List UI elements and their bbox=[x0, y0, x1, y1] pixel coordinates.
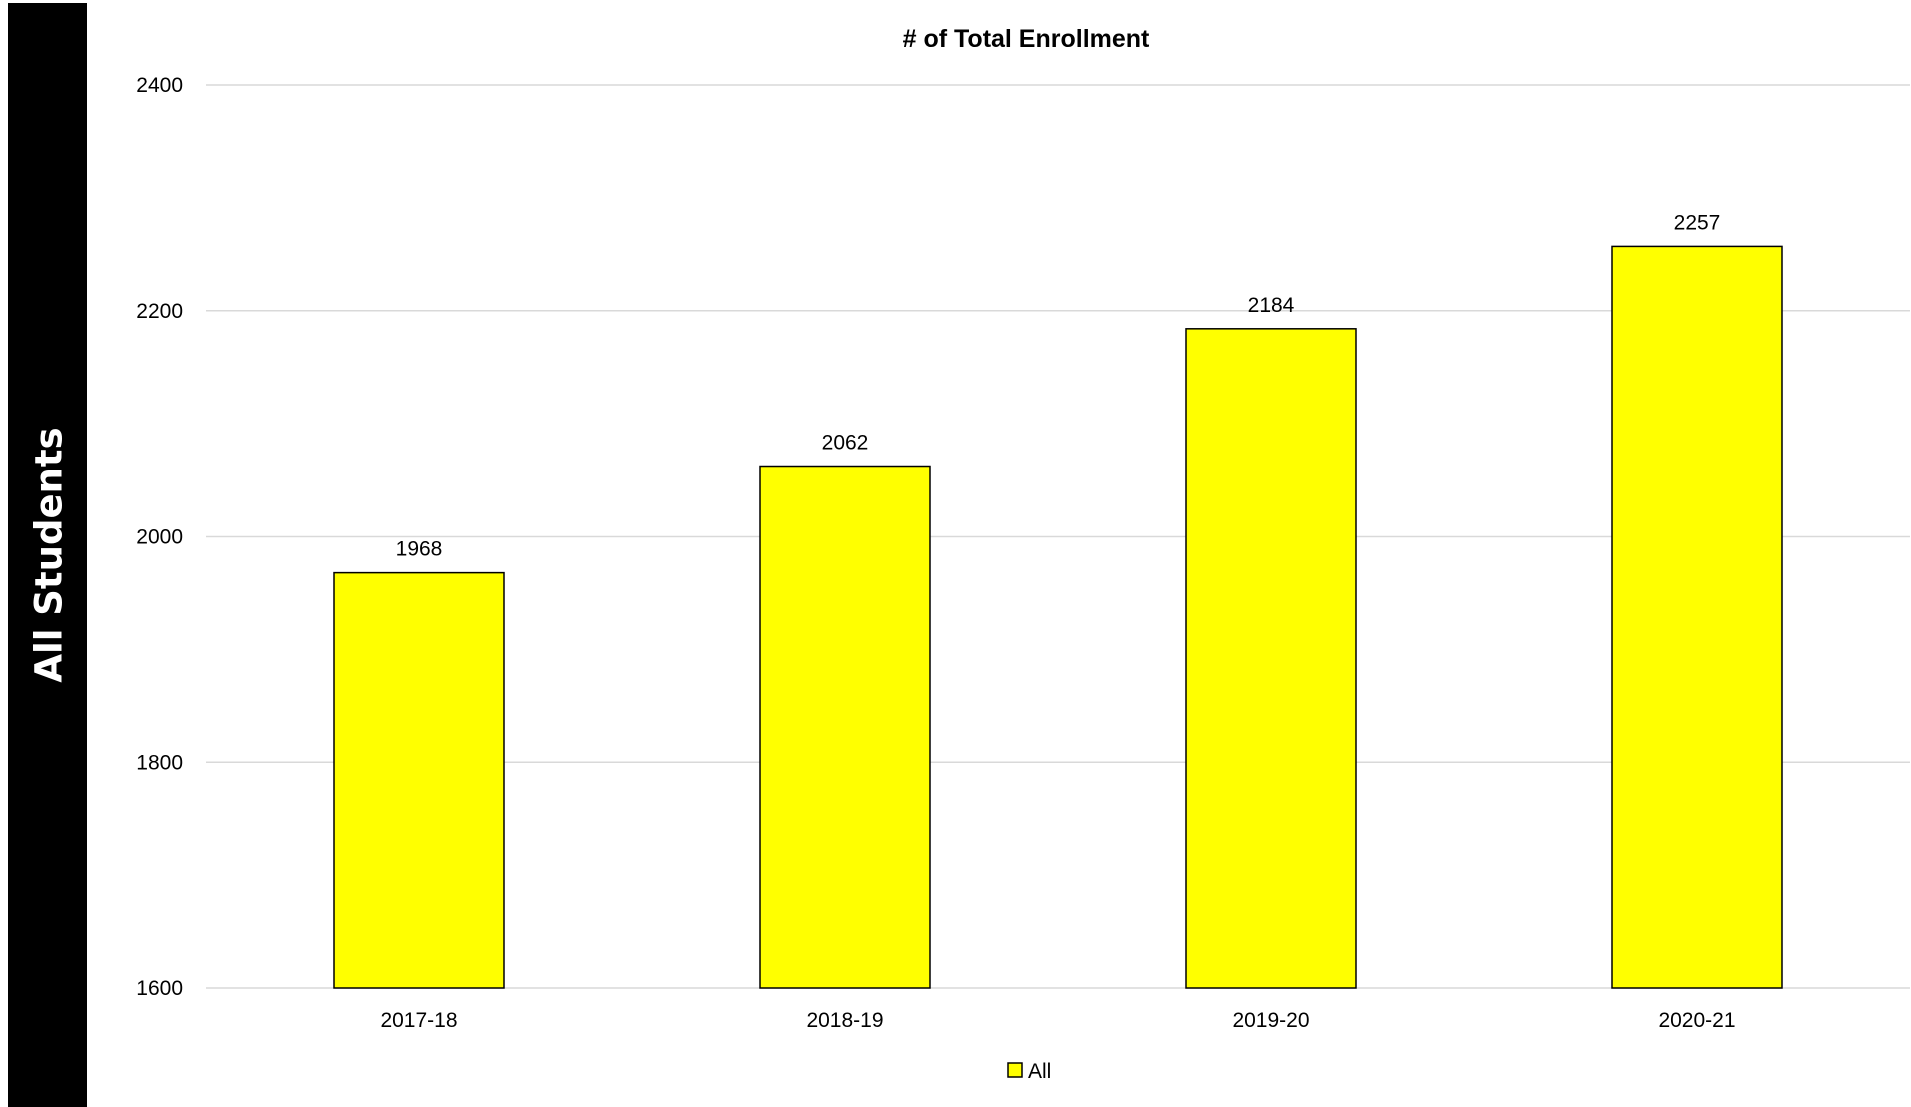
y-tick-label: 1800 bbox=[136, 751, 183, 774]
x-axis: 2017-18 2018-19 2019-20 2020-21 bbox=[380, 1009, 1735, 1032]
sidebar-band bbox=[8, 3, 87, 1107]
legend-label: All bbox=[1028, 1060, 1051, 1083]
chart-title: # of Total Enrollment bbox=[903, 25, 1150, 53]
legend: All bbox=[1007, 1060, 1051, 1083]
y-tick-label: 2400 bbox=[136, 74, 183, 97]
bars: 1968 2062 2184 2257 bbox=[333, 211, 1783, 989]
bar bbox=[759, 465, 931, 989]
y-tick-label: 1600 bbox=[136, 977, 183, 1000]
data-label: 2257 bbox=[1674, 211, 1721, 234]
data-label: 2184 bbox=[1248, 294, 1295, 317]
data-label: 2062 bbox=[822, 432, 869, 455]
bar bbox=[1185, 328, 1357, 989]
bar bbox=[333, 571, 505, 989]
y-axis: 1600 1800 2000 2200 2400 bbox=[136, 74, 183, 1000]
legend-swatch bbox=[1007, 1062, 1023, 1078]
y-tick-label: 2000 bbox=[136, 526, 183, 549]
data-label: 1968 bbox=[396, 538, 443, 561]
x-tick-label: 2017-18 bbox=[380, 1009, 457, 1032]
y-tick-label: 2200 bbox=[136, 300, 183, 323]
x-tick-label: 2020-21 bbox=[1658, 1009, 1735, 1032]
x-tick-label: 2018-19 bbox=[806, 1009, 883, 1032]
bar bbox=[1611, 245, 1783, 989]
x-tick-label: 2019-20 bbox=[1232, 1009, 1309, 1032]
